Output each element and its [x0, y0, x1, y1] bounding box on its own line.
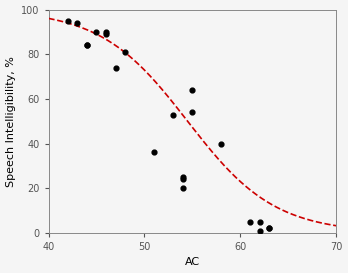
Point	[171, 112, 176, 117]
Point	[84, 43, 90, 48]
Point	[84, 43, 90, 48]
Point	[180, 177, 185, 182]
Point	[257, 219, 262, 224]
Point	[122, 50, 128, 54]
Point	[180, 175, 185, 179]
Point	[266, 226, 272, 231]
Point	[247, 219, 253, 224]
Point	[113, 66, 118, 70]
Point	[180, 186, 185, 190]
Point	[74, 21, 80, 25]
Point	[257, 229, 262, 233]
Point	[151, 150, 157, 155]
Point	[94, 30, 99, 34]
Point	[219, 141, 224, 146]
Point	[103, 32, 109, 36]
Point	[266, 226, 272, 231]
Point	[190, 88, 195, 92]
Point	[190, 110, 195, 114]
Point	[65, 19, 71, 23]
X-axis label: AC: AC	[185, 257, 200, 268]
Point	[103, 30, 109, 34]
Y-axis label: Speech Intelligibility, %: Speech Intelligibility, %	[6, 56, 16, 187]
